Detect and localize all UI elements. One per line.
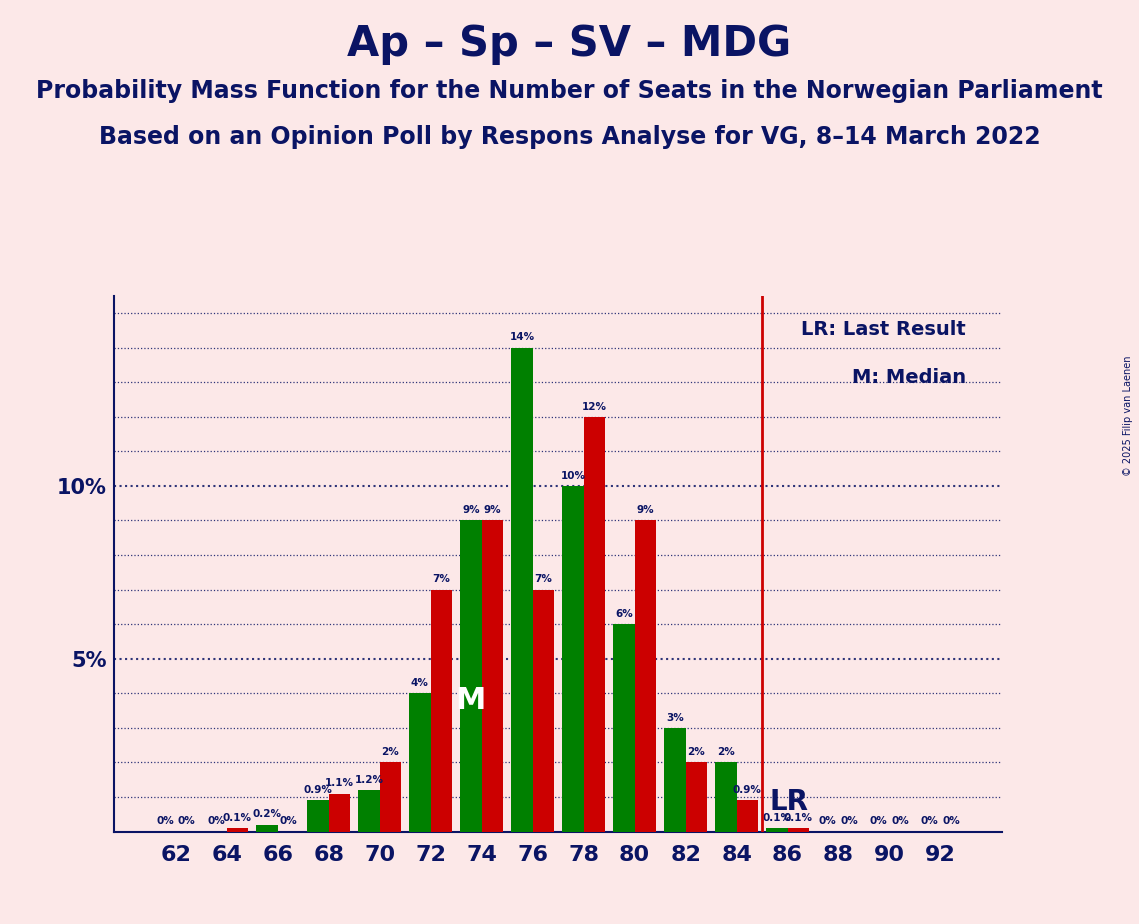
Bar [583, 417, 605, 832]
Text: 2%: 2% [688, 748, 705, 758]
Text: 0%: 0% [279, 817, 297, 826]
Bar [767, 828, 787, 832]
Text: 0.9%: 0.9% [303, 785, 333, 796]
Text: Probability Mass Function for the Number of Seats in the Norwegian Parliament: Probability Mass Function for the Number… [36, 79, 1103, 103]
Text: 6%: 6% [615, 609, 633, 619]
Text: 1.1%: 1.1% [325, 778, 354, 788]
Text: 0%: 0% [921, 817, 939, 826]
Text: M: M [456, 686, 486, 714]
Text: 0%: 0% [892, 817, 909, 826]
Bar [511, 347, 533, 832]
Bar [431, 590, 452, 832]
Bar [613, 624, 634, 832]
Text: M: Median: M: Median [852, 369, 966, 387]
Bar [634, 520, 656, 832]
Text: 0.1%: 0.1% [784, 813, 813, 823]
Text: 10%: 10% [560, 470, 585, 480]
Text: 0%: 0% [156, 817, 174, 826]
Text: 0.9%: 0.9% [732, 785, 762, 796]
Bar [308, 800, 329, 832]
Bar [563, 486, 583, 832]
Text: 12%: 12% [582, 402, 607, 411]
Text: 7%: 7% [433, 575, 450, 584]
Bar [482, 520, 503, 832]
Text: LR: Last Result: LR: Last Result [801, 320, 966, 339]
Bar [686, 762, 707, 832]
Text: 1.2%: 1.2% [354, 775, 384, 784]
Bar [379, 762, 401, 832]
Text: 0%: 0% [841, 817, 858, 826]
Bar [227, 828, 248, 832]
Text: 0%: 0% [819, 817, 837, 826]
Text: 7%: 7% [534, 575, 552, 584]
Bar [256, 825, 278, 832]
Text: 0%: 0% [942, 817, 960, 826]
Text: 0.1%: 0.1% [223, 813, 252, 823]
Text: 0%: 0% [207, 817, 224, 826]
Bar [409, 693, 431, 832]
Bar [460, 520, 482, 832]
Text: 0%: 0% [178, 817, 195, 826]
Bar [533, 590, 554, 832]
Text: LR: LR [770, 788, 809, 816]
Text: 9%: 9% [637, 505, 654, 516]
Bar [715, 762, 737, 832]
Text: © 2025 Filip van Laenen: © 2025 Filip van Laenen [1123, 356, 1133, 476]
Text: Based on an Opinion Poll by Respons Analyse for VG, 8–14 March 2022: Based on an Opinion Poll by Respons Anal… [99, 125, 1040, 149]
Text: 9%: 9% [484, 505, 501, 516]
Text: 2%: 2% [382, 748, 400, 758]
Text: 14%: 14% [509, 333, 534, 343]
Bar [787, 828, 809, 832]
Text: 0%: 0% [870, 817, 887, 826]
Text: Ap – Sp – SV – MDG: Ap – Sp – SV – MDG [347, 23, 792, 65]
Text: 2%: 2% [716, 748, 735, 758]
Bar [359, 790, 379, 832]
Text: 4%: 4% [411, 678, 429, 688]
Text: 0.1%: 0.1% [762, 813, 792, 823]
Text: 0.2%: 0.2% [253, 809, 281, 820]
Bar [664, 728, 686, 832]
Bar [329, 794, 350, 832]
Text: 3%: 3% [666, 712, 683, 723]
Bar [737, 800, 757, 832]
Text: 9%: 9% [462, 505, 480, 516]
